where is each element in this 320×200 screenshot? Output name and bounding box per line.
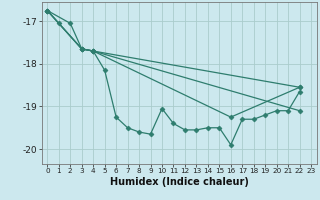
X-axis label: Humidex (Indice chaleur): Humidex (Indice chaleur)	[110, 177, 249, 187]
